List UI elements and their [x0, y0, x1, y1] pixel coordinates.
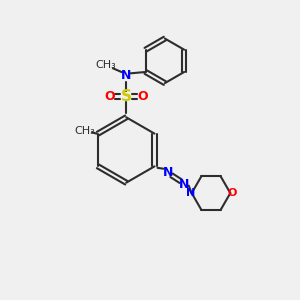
- Text: N: N: [179, 178, 189, 191]
- Text: N: N: [163, 166, 173, 179]
- Text: CH₃: CH₃: [74, 126, 95, 136]
- Text: S: S: [121, 89, 132, 104]
- Text: O: O: [105, 90, 115, 103]
- Text: N: N: [121, 69, 131, 82]
- Text: CH₃: CH₃: [95, 60, 116, 70]
- Text: N: N: [186, 188, 195, 198]
- Text: O: O: [227, 188, 236, 198]
- Text: O: O: [137, 90, 148, 103]
